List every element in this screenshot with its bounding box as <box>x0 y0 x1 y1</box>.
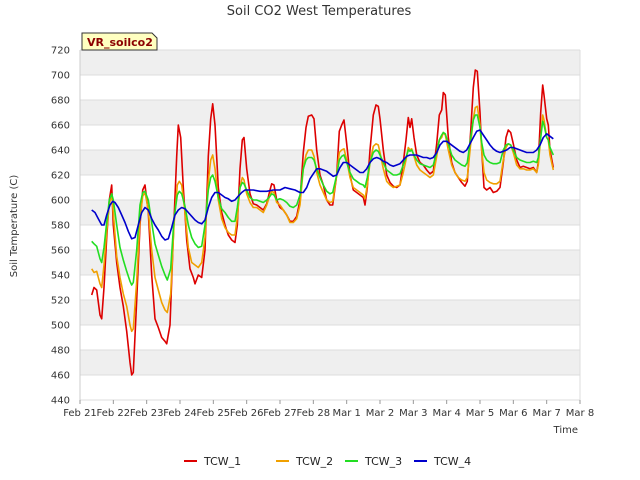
legend-label: TCW_4 <box>433 455 471 468</box>
series-line-tcw-4 <box>91 129 554 241</box>
x-tick-label: Mar 4 <box>432 408 460 419</box>
legend-label: TCW_2 <box>295 455 333 468</box>
y-axis-title: Soil Temperature (C) <box>9 175 20 278</box>
legend-label: TCW_3 <box>364 455 402 468</box>
plot-band <box>80 300 580 325</box>
y-tick-label: 480 <box>51 346 70 357</box>
x-axis-title: Time <box>553 425 578 436</box>
y-tick-label: 640 <box>51 146 70 157</box>
x-tick-label: Feb 21 <box>63 408 97 419</box>
y-tick-label: 520 <box>51 296 70 307</box>
y-tick-label: 580 <box>51 221 70 232</box>
plot-band <box>80 100 580 125</box>
x-tick-label: Feb 25 <box>197 408 231 419</box>
y-tick-label: 560 <box>51 246 70 257</box>
x-tick-label: Feb 22 <box>97 408 131 419</box>
y-tick-label: 600 <box>51 196 70 207</box>
badge: VR_soilco2 <box>81 32 158 51</box>
y-tick-label: 660 <box>51 121 70 132</box>
y-tick-label: 440 <box>51 396 70 407</box>
x-tick-label: Feb 28 <box>297 408 331 419</box>
x-tick-label: Feb 26 <box>230 408 264 419</box>
x-tick-label: Feb 23 <box>130 408 164 419</box>
x-tick-label: Mar 8 <box>566 408 594 419</box>
y-tick-label: 620 <box>51 171 70 182</box>
x-tick-label: Mar 3 <box>399 408 427 419</box>
series-lines <box>90 69 555 376</box>
grid-lines <box>79 49 581 401</box>
badge-box <box>81 32 158 51</box>
y-tick-label: 460 <box>51 371 70 382</box>
badge-label: VR_soilco2 <box>87 36 153 49</box>
x-tick-label: Mar 7 <box>532 408 560 419</box>
legend-label: TCW_1 <box>203 455 241 468</box>
y-tick-label: 700 <box>51 71 70 82</box>
x-tick-label: Feb 24 <box>163 408 197 419</box>
y-axis-ticks: 440 460 480 500 520 540 560 580 600 620 640 660 680 7… <box>51 46 70 407</box>
plot-band <box>80 350 580 375</box>
y-tick-label: 540 <box>51 271 70 282</box>
plot-band <box>80 50 580 75</box>
y-tick-label: 500 <box>51 321 70 332</box>
y-tick-label: 680 <box>51 96 70 107</box>
x-tick-label: Mar 2 <box>366 408 394 419</box>
y-tick-label: 720 <box>51 46 70 57</box>
chart-title: Soil CO2 West Temperatures <box>227 4 412 19</box>
x-tick-label: Mar 6 <box>499 408 527 419</box>
plot-band <box>80 150 580 175</box>
legend: TCW_1 TCW_2 TCW_3 TCW_4 <box>184 455 471 468</box>
x-tick-label: Mar 1 <box>332 408 360 419</box>
x-tick-label: Feb 27 <box>263 408 297 419</box>
x-tick-label: Mar 5 <box>466 408 494 419</box>
x-axis-ticks: Feb 21 Feb 22 Feb 23 Feb 24 Feb 25 Feb 26 Feb … <box>63 400 594 419</box>
